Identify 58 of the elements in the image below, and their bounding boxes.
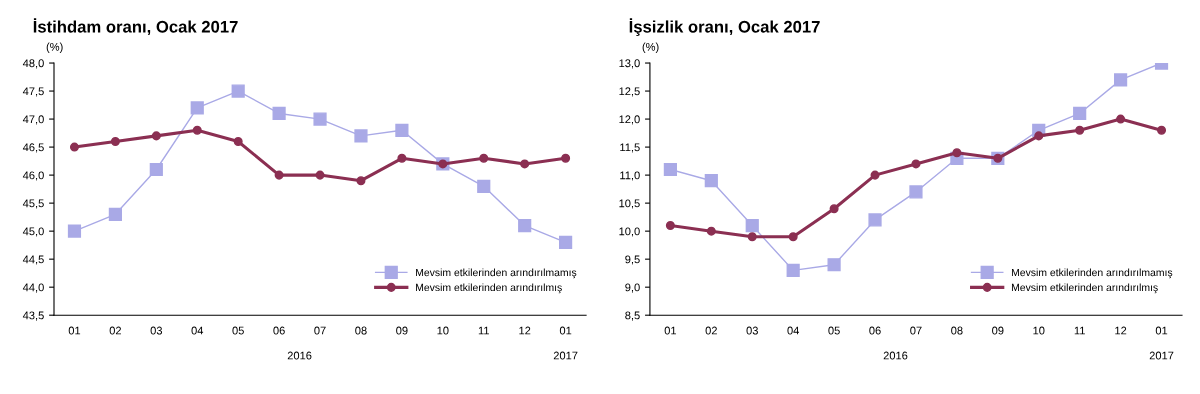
y-tick-label: 44,5 (22, 255, 44, 265)
y-axis-title: (%) (46, 42, 63, 53)
x-tick-label: 07 (314, 326, 326, 335)
x-tick-label: 07 (910, 326, 922, 335)
legend-label: Mevsim etkilerinden arındırılmamış (416, 268, 577, 279)
y-tick-label: 8,5 (625, 311, 640, 321)
x-tick-label: 12 (1115, 326, 1127, 335)
y-tick-label: 47,5 (22, 87, 44, 97)
y-tick-label: 13,0 (619, 59, 640, 69)
x-tick-label: 12 (519, 326, 531, 335)
x-tick-label: 09 (396, 326, 408, 335)
x-tick-label: 02 (705, 326, 717, 335)
x-tick-label: 10 (437, 326, 449, 335)
x-tick-label: 01 (664, 326, 677, 335)
y-tick-label: 11,0 (620, 171, 640, 181)
y-axis-title: (%) (642, 42, 659, 53)
x-tick-label: 08 (951, 326, 963, 335)
x-tick-label: 03 (746, 326, 758, 335)
x-tick-label: 05 (828, 326, 840, 335)
x-tick-label: 04 (191, 326, 204, 335)
y-tick-label: 10,5 (619, 199, 640, 209)
y-tick-label: 12,0 (619, 115, 640, 125)
x-tick-label: 01 (68, 326, 81, 335)
y-tick-label: 45,0 (22, 227, 44, 237)
legend-label: Mevsim etkilerinden arındırılmış (416, 283, 562, 294)
y-tick-label: 9,5 (625, 255, 640, 265)
text: 2016 (883, 351, 908, 360)
y-tick-label: 45,5 (22, 199, 44, 209)
chart-title: İşsizlik oranı, Ocak 2017 (629, 18, 820, 36)
y-tick-label: 9,0 (625, 283, 640, 293)
y-tick-label: 43,5 (22, 311, 44, 321)
x-tick-label: 04 (787, 326, 800, 335)
x-tick-label: 01 (1155, 326, 1168, 335)
y-tick-label: 12,5 (619, 87, 640, 97)
y-tick-label: 46,5 (22, 143, 44, 153)
legend-label: Mevsim etkilerinden arındırılmamış (1011, 268, 1173, 279)
x-tick-label: 11 (1074, 326, 1085, 335)
text: 2017 (1149, 351, 1174, 360)
text: 2017 (553, 351, 578, 360)
x-tick-label: 03 (150, 326, 163, 335)
y-tick-label: 44,0 (22, 283, 44, 293)
x-tick-label: 09 (992, 326, 1004, 335)
y-tick-label: 47,0 (22, 115, 44, 125)
x-tick-label: 06 (869, 326, 881, 335)
x-tick-label: 02 (109, 326, 122, 335)
x-tick-label: 01 (559, 326, 572, 335)
x-tick-label: 06 (273, 326, 285, 335)
x-tick-label: 05 (232, 326, 244, 335)
text: 2016 (287, 351, 312, 360)
legend-label: Mevsim etkilerinden arındırılmış (1011, 283, 1158, 294)
x-tick-label: 11 (478, 326, 489, 335)
y-tick-label: 48,0 (22, 59, 44, 69)
y-tick-label: 46,0 (22, 171, 44, 181)
x-tick-label: 08 (355, 326, 367, 335)
y-tick-label: 10,0 (619, 227, 640, 237)
y-tick-label: 11,5 (620, 143, 640, 153)
chart-title: İstihdam oranı, Ocak 2017 (33, 18, 238, 36)
x-tick-label: 10 (1033, 326, 1045, 335)
